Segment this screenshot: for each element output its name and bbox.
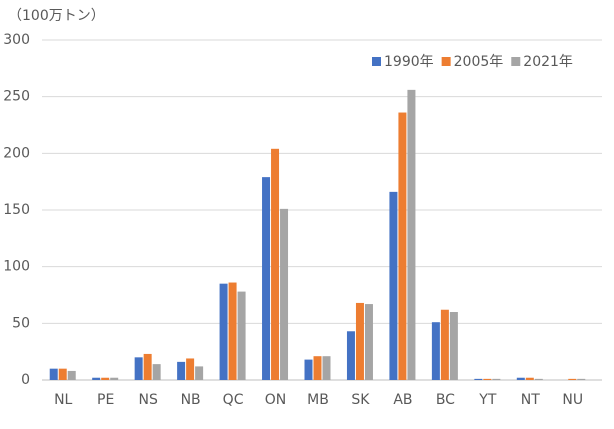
legend-swatch xyxy=(511,57,521,66)
legend-swatch xyxy=(441,57,451,66)
bar xyxy=(262,177,271,380)
legend-label: 2005年 xyxy=(454,54,504,70)
x-tick-label: ON xyxy=(265,392,287,408)
bar xyxy=(322,356,331,380)
x-tick-label: NS xyxy=(138,392,157,408)
bar xyxy=(313,356,322,380)
y-tick-label: 200 xyxy=(3,145,30,161)
bar xyxy=(534,378,543,380)
x-tick-label: NL xyxy=(54,392,72,408)
bar xyxy=(67,370,76,380)
bar xyxy=(110,377,119,380)
bar xyxy=(134,357,143,380)
x-tick-label: QC xyxy=(223,392,244,408)
bar xyxy=(440,309,449,380)
bar xyxy=(58,368,67,380)
bar xyxy=(449,312,458,380)
x-tick-label: YT xyxy=(478,392,497,408)
bar xyxy=(101,377,110,380)
bar xyxy=(577,378,586,380)
bar xyxy=(186,358,195,380)
y-tick-label: 250 xyxy=(3,89,30,105)
bar xyxy=(195,366,204,380)
y-axis-unit: （100万トン） xyxy=(8,8,105,24)
legend-label: 2021年 xyxy=(523,54,573,70)
bar xyxy=(355,302,364,380)
legend-swatch xyxy=(372,57,381,66)
x-tick-label: NT xyxy=(521,392,540,408)
bar xyxy=(49,368,58,380)
y-tick-label: 0 xyxy=(21,372,30,388)
bar xyxy=(346,331,355,380)
bar xyxy=(492,378,501,380)
x-tick-label: SK xyxy=(351,392,370,408)
bar xyxy=(474,378,483,380)
x-tick-label: MB xyxy=(307,392,329,408)
bar xyxy=(271,148,280,380)
y-tick-label: 50 xyxy=(12,315,30,331)
bar xyxy=(219,283,228,380)
bar xyxy=(228,282,237,380)
y-tick-label: 300 xyxy=(3,32,30,48)
bar xyxy=(92,377,101,380)
bar xyxy=(516,377,525,380)
bar xyxy=(280,208,289,380)
x-tick-label: BC xyxy=(436,392,455,408)
bar xyxy=(389,191,398,380)
bar xyxy=(177,361,186,380)
bar xyxy=(568,378,577,380)
bar xyxy=(398,112,407,381)
y-tick-label: 150 xyxy=(3,202,30,218)
x-tick-label: AB xyxy=(393,392,412,408)
x-tick-label: PE xyxy=(97,392,114,408)
x-tick-label: NB xyxy=(181,392,201,408)
bar xyxy=(364,304,373,380)
bar xyxy=(152,364,161,380)
x-tick-label: NU xyxy=(562,392,583,408)
bar xyxy=(304,359,313,380)
bar xyxy=(237,291,246,380)
bar xyxy=(525,377,534,380)
bar xyxy=(143,353,152,380)
bar xyxy=(431,322,440,380)
y-tick-label: 100 xyxy=(3,259,30,275)
bar xyxy=(483,378,492,380)
legend-label: 1990年 xyxy=(384,54,434,70)
bar xyxy=(407,89,416,380)
